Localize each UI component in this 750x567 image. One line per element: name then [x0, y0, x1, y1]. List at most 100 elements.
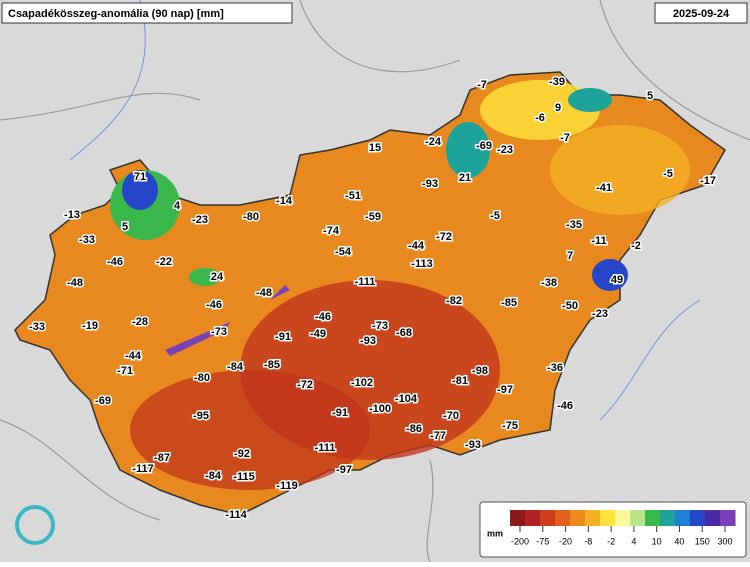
station-value: -35: [566, 219, 582, 231]
station-value: -48: [256, 287, 272, 299]
legend-swatch: [720, 510, 736, 526]
station-value: -81: [452, 375, 468, 387]
station-value: -46: [107, 256, 123, 268]
title: Csapadékösszeg-anomália (90 nap) [mm]: [8, 8, 224, 20]
station-value: 71: [134, 171, 146, 183]
station-value: -6: [535, 112, 545, 124]
legend-swatch: [705, 510, 721, 526]
station-value: -117: [132, 463, 153, 475]
station-value: -82: [446, 295, 462, 307]
station-value: -5: [490, 210, 500, 222]
station-value: -46: [206, 299, 222, 311]
legend-tick-label: 10: [652, 536, 662, 546]
station-value: -93: [465, 439, 481, 451]
station-value: -2: [631, 240, 641, 252]
station-value: -104: [395, 393, 418, 405]
station-value: -36: [547, 362, 563, 374]
station-value: -5: [663, 168, 673, 180]
station-value: -97: [336, 464, 352, 476]
wet-zone: [122, 170, 158, 210]
dry-zone: [130, 370, 370, 490]
legend-tick-label: -200: [511, 536, 529, 546]
station-value: 5: [122, 221, 128, 233]
station-value: -93: [422, 178, 438, 190]
wet-zone: [568, 88, 612, 112]
legend-tick-label: -8: [584, 536, 592, 546]
station-value: -7: [477, 79, 487, 91]
station-value: -100: [369, 403, 391, 415]
date-box: [654, 2, 748, 24]
station-value: -14: [276, 195, 293, 207]
station-value: -92: [234, 448, 250, 460]
wet-zone: [446, 122, 490, 178]
legend-swatch: [630, 510, 646, 526]
station-value: -72: [297, 379, 313, 391]
station-value: -38: [541, 277, 557, 289]
station-value: -70: [443, 410, 459, 422]
station-value: -50: [562, 300, 578, 312]
legend-tick-label: -20: [559, 536, 572, 546]
station-value: -84: [227, 361, 244, 373]
station-value: -111: [355, 276, 376, 288]
station-value: 7: [567, 250, 573, 262]
legend-tick-label: 4: [631, 536, 636, 546]
station-value: -93: [360, 335, 376, 347]
lake: [165, 285, 290, 356]
station-value: 21: [459, 172, 471, 184]
logo: [15, 505, 55, 545]
legend-tick-label: -75: [536, 536, 549, 546]
legend-swatch: [525, 510, 541, 526]
station-value: -119: [276, 480, 297, 492]
station-value: 49: [611, 274, 623, 286]
legend-swatch: [585, 510, 601, 526]
legend-tick-label: 300: [717, 536, 732, 546]
title-box: [1, 2, 293, 24]
station-value: -73: [211, 326, 227, 338]
date: 2025-09-24: [673, 8, 730, 20]
station-value: -59: [365, 211, 381, 223]
station-value: -84: [205, 470, 222, 482]
station-value: -46: [557, 400, 573, 412]
station-value: -49: [310, 328, 326, 340]
station-value: -33: [79, 234, 95, 246]
station-value: -46: [315, 311, 331, 323]
legend-swatch: [555, 510, 571, 526]
station-value: -44: [125, 350, 142, 362]
legend-tick-label: 40: [674, 536, 684, 546]
station-value: -98: [472, 365, 488, 377]
station-value: -54: [335, 246, 352, 258]
legend-swatch: [660, 510, 676, 526]
station-value: -113: [411, 258, 432, 270]
station-value: -48: [67, 277, 83, 289]
station-value: -86: [406, 423, 422, 435]
station-value: -23: [192, 214, 208, 226]
station-value: -13: [64, 209, 80, 221]
station-value: -11: [591, 235, 606, 247]
station-value: 24: [211, 271, 224, 283]
station-value: -111: [315, 442, 336, 454]
station-value: -41: [596, 182, 612, 194]
station-value: -102: [351, 377, 373, 389]
wet-zone: [480, 80, 600, 140]
station-value: 15: [369, 142, 381, 154]
legend-swatch: [645, 510, 661, 526]
station-value: -77: [430, 430, 446, 442]
legend-swatch: [540, 510, 556, 526]
station-value: -85: [501, 297, 517, 309]
legend-unit: mm: [487, 528, 503, 538]
station-value: -91: [332, 407, 348, 419]
legend-swatch: [690, 510, 706, 526]
wet-zone: [550, 125, 690, 215]
station-value: -97: [497, 384, 513, 396]
station-value: -22: [156, 256, 172, 268]
legend-tick-label: -2: [607, 536, 615, 546]
station-value: -80: [194, 372, 210, 384]
station-value: -7: [560, 132, 570, 144]
wet-zone: [189, 268, 221, 286]
station-value: -68: [396, 327, 412, 339]
station-value: -71: [117, 365, 133, 377]
station-value: -44: [408, 240, 425, 252]
